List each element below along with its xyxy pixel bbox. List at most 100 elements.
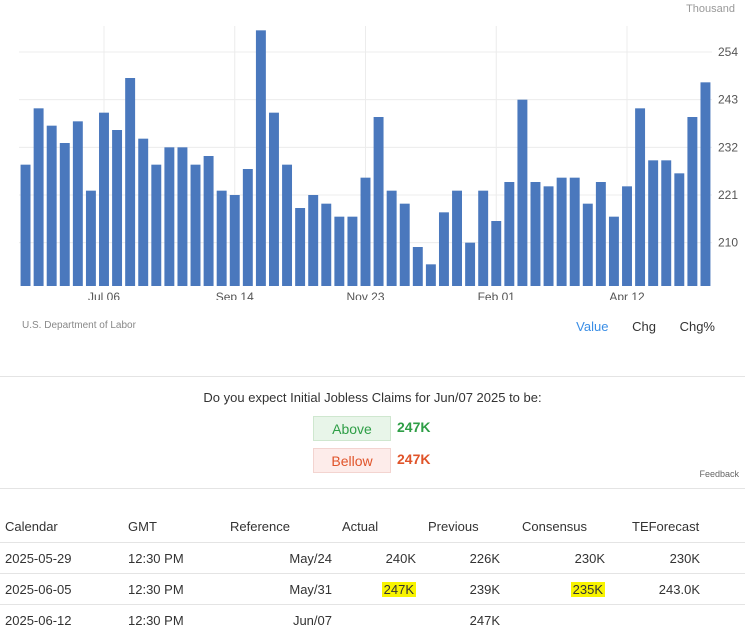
header-gmt: GMT	[128, 518, 157, 534]
bar	[491, 221, 502, 286]
below-button[interactable]: Bellow	[313, 448, 391, 473]
cell-consensus: 230K	[520, 542, 630, 574]
bar	[399, 203, 410, 286]
bar	[687, 117, 698, 286]
header-actual: Actual	[342, 518, 379, 534]
below-value: 247K	[397, 451, 431, 467]
divider	[0, 488, 745, 489]
bar	[216, 190, 227, 286]
bar	[33, 108, 44, 286]
x-tick-label: Apr 12	[609, 290, 645, 300]
bar	[255, 30, 266, 287]
bar	[321, 203, 332, 286]
bar	[269, 112, 279, 287]
bar	[556, 177, 567, 286]
x-tick-label: Jul 06	[88, 290, 120, 300]
cell-previous: 247K	[424, 604, 520, 635]
tab-chg[interactable]: Chg	[632, 319, 656, 334]
calendar-table: Calendar GMT Reference Actual Previous C…	[0, 510, 745, 635]
cell-reference: May/24	[226, 542, 340, 574]
bar	[517, 99, 528, 287]
table-row: 2025-06-12 12:30 PM Jun/07 247K	[0, 604, 745, 635]
above-value: 247K	[397, 419, 431, 435]
tab-value[interactable]: Value	[576, 319, 609, 334]
unit-label: Thousand	[686, 3, 735, 15]
bar	[438, 212, 449, 286]
tab-chg-percent[interactable]: Chg%	[679, 319, 715, 334]
header-consensus: Consensus	[522, 518, 588, 534]
bar	[595, 182, 606, 286]
bar	[203, 156, 214, 286]
bar	[85, 190, 96, 286]
y-tick-label: 254	[718, 45, 738, 59]
bar	[242, 169, 253, 286]
bar	[412, 247, 423, 286]
cell-teforecast: 230K	[630, 542, 745, 574]
bar	[164, 147, 175, 286]
poll-section: Do you expect Initial Jobless Claims for…	[0, 378, 745, 486]
bar	[151, 164, 162, 286]
cell-reference: May/31	[226, 573, 340, 605]
highlighted-actual: 247K	[381, 581, 416, 597]
cell-calendar: 2025-05-29	[0, 542, 122, 574]
header-reference: Reference	[230, 518, 290, 534]
bar	[700, 82, 711, 286]
bar	[425, 264, 436, 286]
bar	[465, 242, 476, 286]
bar	[112, 130, 123, 286]
poll-question: Do you expect Initial Jobless Claims for…	[203, 390, 542, 405]
bar	[530, 182, 541, 286]
bar	[72, 121, 83, 286]
above-button[interactable]: Above	[313, 416, 391, 441]
bar	[373, 117, 384, 286]
cell-gmt: 12:30 PM	[122, 573, 226, 605]
bar	[347, 216, 358, 286]
bar	[452, 190, 462, 286]
bar	[504, 182, 515, 286]
bar	[125, 78, 136, 286]
bar	[177, 147, 188, 286]
cell-reference: Jun/07	[226, 604, 340, 635]
table-row: 2025-05-29 12:30 PM May/24 240K 226K 230…	[0, 542, 745, 574]
bar	[661, 160, 672, 286]
y-tick-label: 232	[718, 140, 738, 154]
cell-previous: 239K	[424, 573, 520, 605]
feedback-link[interactable]: Feedback	[699, 469, 739, 479]
cell-gmt: 12:30 PM	[122, 604, 226, 635]
bar	[282, 164, 293, 286]
header-teforecast: TEForecast	[632, 518, 700, 534]
bar	[138, 138, 149, 286]
bar	[20, 164, 31, 286]
x-tick-label: Sep 14	[216, 290, 254, 300]
x-tick-label: Feb 01	[478, 290, 516, 300]
y-tick-label: 210	[718, 236, 738, 250]
header-calendar: Calendar	[5, 518, 58, 534]
table-header-row: Calendar GMT Reference Actual Previous C…	[0, 510, 745, 543]
x-tick-label: Nov 23	[346, 290, 384, 300]
bar	[582, 203, 593, 286]
bar-chart: 210 221 232 243 254 Jul 06 Sep 14 Nov 23 Feb 01 A…	[19, 26, 738, 300]
bar	[295, 208, 306, 286]
cell-actual: 247K	[340, 573, 424, 605]
bar	[648, 160, 659, 286]
cell-actual: 240K	[340, 542, 424, 574]
y-tick-label: 243	[718, 93, 738, 107]
bar	[478, 190, 489, 286]
bar	[190, 164, 201, 286]
bar	[622, 186, 632, 286]
cell-calendar: 2025-06-05	[0, 573, 122, 605]
cell-teforecast: 243.0K	[630, 573, 745, 605]
chart-panel: Thousand 210 221 232 243 254 Jul 06 Sep 14 Nov …	[19, 3, 738, 334]
bar	[334, 216, 345, 286]
bar	[46, 125, 57, 287]
cell-actual	[340, 604, 424, 635]
bar	[99, 112, 109, 287]
cell-gmt: 12:30 PM	[122, 542, 226, 574]
cell-previous: 226K	[424, 542, 520, 574]
y-tick-label: 221	[718, 188, 738, 202]
bar	[674, 173, 685, 286]
bar	[229, 195, 240, 286]
bar	[386, 190, 397, 286]
bar	[608, 216, 619, 286]
highlighted-consensus: 235K	[570, 581, 605, 597]
